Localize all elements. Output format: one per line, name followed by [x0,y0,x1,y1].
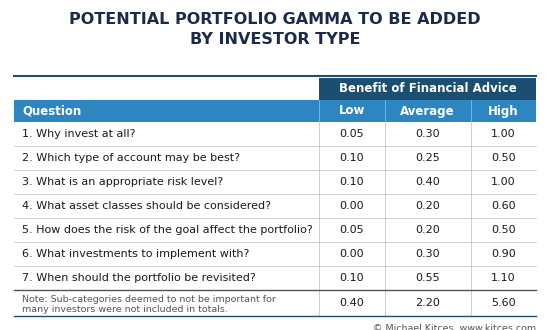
Text: 4. What asset classes should be considered?: 4. What asset classes should be consider… [22,201,271,211]
Text: Low: Low [339,105,365,117]
Text: 0.10: 0.10 [340,273,364,283]
Text: 0.20: 0.20 [415,201,440,211]
Bar [14,170,536,194]
Text: 0.30: 0.30 [415,129,440,139]
Bar [14,194,536,218]
Text: 0.10: 0.10 [340,153,364,163]
Text: 5. How does the risk of the goal affect the portfolio?: 5. How does the risk of the goal affect … [22,225,313,235]
Bar [14,122,536,146]
Bar [14,266,536,290]
Text: 0.05: 0.05 [340,225,364,235]
Text: Note: Sub-categories deemed to not be important for: Note: Sub-categories deemed to not be im… [22,294,276,304]
Text: Average: Average [400,105,455,117]
Text: 0.05: 0.05 [340,129,364,139]
Text: BY INVESTOR TYPE: BY INVESTOR TYPE [190,32,360,48]
Text: 0.55: 0.55 [415,273,440,283]
Text: 0.20: 0.20 [415,225,440,235]
Text: 0.30: 0.30 [415,249,440,259]
Text: Question: Question [22,105,81,117]
Text: 0.40: 0.40 [339,298,364,308]
Text: 1.00: 1.00 [491,129,516,139]
Bar [14,290,536,316]
Text: 1. Why invest at all?: 1. Why invest at all? [22,129,135,139]
Text: 7. When should the portfolio be revisited?: 7. When should the portfolio be revisite… [22,273,256,283]
Text: 0.90: 0.90 [491,249,516,259]
Text: 0.50: 0.50 [491,225,516,235]
Text: 0.00: 0.00 [340,249,364,259]
Text: POTENTIAL PORTFOLIO GAMMA TO BE ADDED: POTENTIAL PORTFOLIO GAMMA TO BE ADDED [69,13,481,27]
Text: 1.10: 1.10 [491,273,516,283]
Bar [14,146,536,170]
Text: 0.60: 0.60 [491,201,516,211]
Text: many investors were not included in totals.: many investors were not included in tota… [22,305,228,314]
Text: 0.10: 0.10 [340,177,364,187]
Text: 2.20: 2.20 [415,298,440,308]
Bar [14,218,536,242]
Text: 0.00: 0.00 [340,201,364,211]
Text: 0.50: 0.50 [491,153,516,163]
Text: 3. What is an appropriate risk level?: 3. What is an appropriate risk level? [22,177,223,187]
Text: © Michael Kitces, www.kitces.com: © Michael Kitces, www.kitces.com [373,323,536,330]
Text: 0.25: 0.25 [415,153,440,163]
Text: 2. Which type of account may be best?: 2. Which type of account may be best? [22,153,240,163]
Text: 1.00: 1.00 [491,177,516,187]
Text: 0.40: 0.40 [415,177,440,187]
Bar [14,242,536,266]
Bar [320,78,536,100]
Text: 5.60: 5.60 [491,298,516,308]
Bar [14,100,536,122]
Text: Benefit of Financial Advice: Benefit of Financial Advice [339,82,516,95]
Text: High: High [488,105,519,117]
Text: 6. What investments to implement with?: 6. What investments to implement with? [22,249,249,259]
